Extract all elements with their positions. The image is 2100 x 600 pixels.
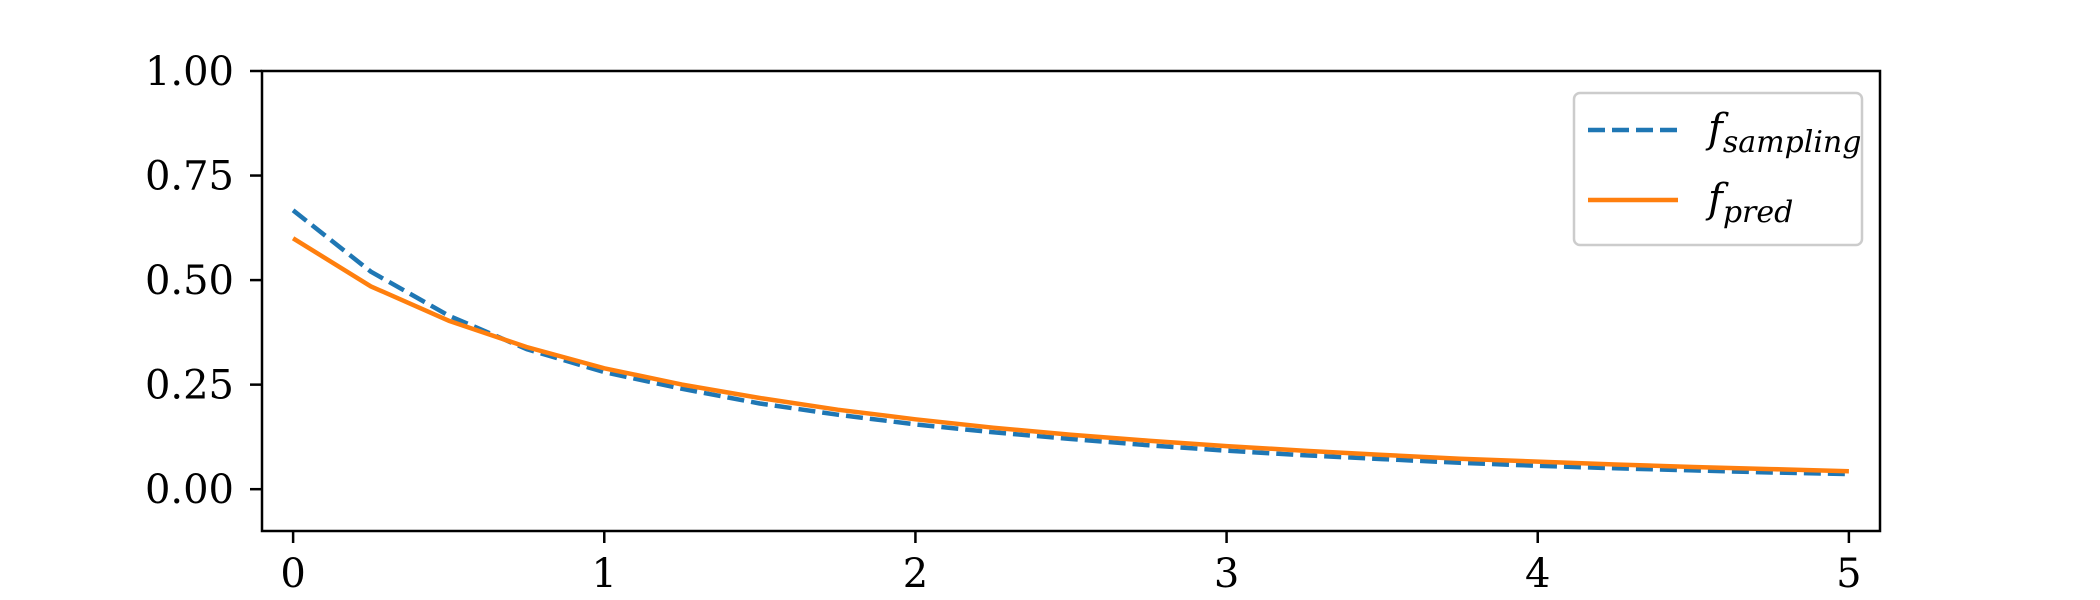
x-tick-label: 1 bbox=[592, 551, 617, 597]
x-tick-label: 4 bbox=[1525, 551, 1550, 597]
y-tick-label: 0.50 bbox=[145, 258, 234, 304]
x-axis: 0 1 2 3 4 5 bbox=[280, 531, 1862, 597]
x-tick-label: 0 bbox=[280, 551, 305, 597]
x-tick-label: 5 bbox=[1836, 551, 1861, 597]
x-tick-label: 3 bbox=[1214, 551, 1239, 597]
series-line-pred bbox=[291, 236, 1849, 474]
y-tick-label: 0.75 bbox=[145, 154, 234, 200]
series-lines bbox=[291, 208, 1849, 477]
y-tick-label: 0.00 bbox=[145, 467, 234, 513]
y-axis: 0.00 0.25 0.50 0.75 1.00 bbox=[145, 49, 262, 513]
y-tick-label: 0.25 bbox=[145, 363, 234, 409]
plot-frame bbox=[260, 69, 1882, 533]
series-line-sampling bbox=[291, 208, 1849, 477]
x-tick-label: 2 bbox=[903, 551, 928, 597]
y-tick-label: 1.00 bbox=[145, 49, 234, 95]
legend-label-sampling: fsampling bbox=[1705, 106, 1861, 160]
